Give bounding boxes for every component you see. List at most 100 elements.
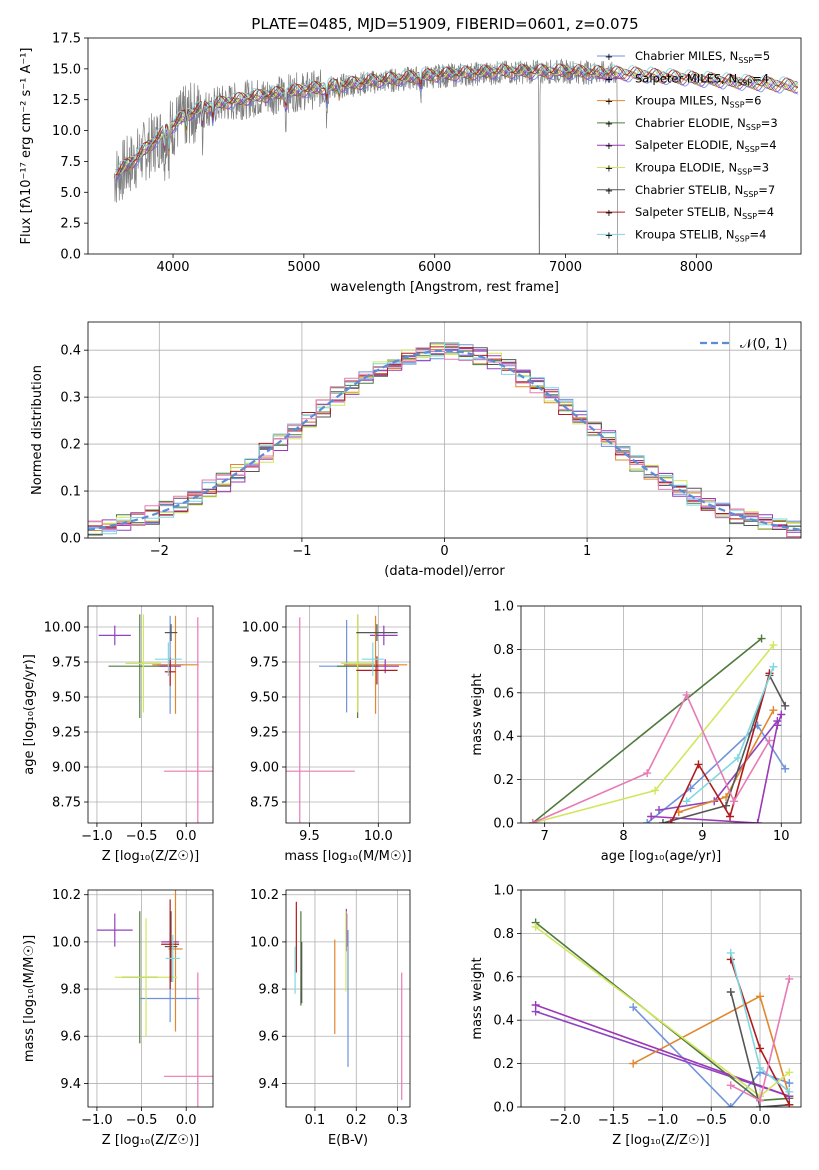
y-tick-label: 1.0 xyxy=(493,600,514,615)
legend-marker: + xyxy=(605,230,613,241)
y-tick-label: 9.75 xyxy=(250,656,279,671)
panel-spectrum: 4000 5000 6000 7000 8000 0.0 2.5 5.0 7.5 10.0 12.5… xyxy=(19,32,802,295)
panel-mass-vs-z: −1.0 −0.5 0.0 9.4 9.6 9.8 10.0 10.2 Z [log₁₀(Z/Z… xyxy=(22,888,214,1148)
errorbar-point xyxy=(370,625,398,646)
y-axis-label: mass weight xyxy=(470,957,485,1039)
errorbar-point xyxy=(98,625,131,646)
y-tick-label: 8.75 xyxy=(250,796,279,811)
x-tick-label: −1 xyxy=(292,544,311,559)
x-tick-label: 10.0 xyxy=(364,829,393,844)
y-tick-label: 8.75 xyxy=(52,796,81,811)
mass-weight-marker xyxy=(769,706,778,715)
mass-weight-marker xyxy=(773,721,782,730)
y-tick-label: 2.5 xyxy=(60,217,81,232)
mass-weight-marker xyxy=(658,819,667,823)
x-tick-label: −0.5 xyxy=(126,1113,158,1128)
mass-weight-marker xyxy=(785,1079,794,1088)
x-tick-label: 2 xyxy=(726,544,734,559)
mass-weight-marker xyxy=(756,1063,765,1072)
mass-weight-marker xyxy=(643,819,652,823)
errorbar-point xyxy=(286,617,355,823)
axes-frame xyxy=(87,321,802,539)
y-tick-label: 0.0 xyxy=(60,532,81,547)
mass-weight-marker xyxy=(531,922,540,931)
legend-marker: + xyxy=(605,186,613,197)
legend-entry: Salpeter STELIB, NSSP=4 xyxy=(635,205,774,221)
mass-weight-marker xyxy=(528,819,537,823)
panel-mass-vs-ebv: 0.1 0.2 0.3 9.4 9.6 9.8 10.0 10.2 E(B-V) xyxy=(250,888,411,1148)
y-tick-label: 10.00 xyxy=(242,621,279,636)
mass-weight-marker xyxy=(629,1003,638,1012)
mass-weight-marker xyxy=(629,1059,638,1068)
y-tick-label: 9.00 xyxy=(250,761,279,776)
y-tick-label: 0.2 xyxy=(60,438,81,453)
mass-weight-marker xyxy=(769,641,778,650)
y-tick-label: 9.50 xyxy=(250,691,279,706)
legend-marker: + xyxy=(605,164,613,175)
mass-weight-marker xyxy=(756,992,765,1001)
mass-weight-marker xyxy=(531,1001,540,1010)
y-tick-label: 0.4 xyxy=(493,1014,514,1029)
legend-entry: Kroupa STELIB, NSSP=4 xyxy=(635,227,766,243)
model-spectrum-line xyxy=(115,69,799,182)
mass-weight-marker xyxy=(777,710,786,719)
panel-age-vs-mass: 9.5 10.0 8.75 9.00 9.25 9.50 9.75 10.00 mass [lo… xyxy=(242,605,412,864)
y-axis-label: Flux [fλ10⁻¹⁷ erg cm⁻² s⁻¹ A⁻¹] xyxy=(19,48,34,245)
y-tick-label: 9.4 xyxy=(258,1077,279,1092)
y-tick-label: 12.5 xyxy=(52,93,81,108)
x-axis-label: Z [log₁₀(Z/Z☉)] xyxy=(102,849,199,864)
y-tick-label: 9.4 xyxy=(60,1077,81,1092)
x-tick-label: 7000 xyxy=(549,260,582,275)
legend-entry: Kroupa ELODIE, NSSP=3 xyxy=(635,161,769,177)
errorbar-point xyxy=(361,642,384,676)
errorbar-point xyxy=(154,642,182,676)
y-tick-label: 9.6 xyxy=(258,1030,279,1045)
mass-weight-marker xyxy=(753,819,762,823)
plot-area xyxy=(528,634,790,823)
x-axis-label: (data-model)/error xyxy=(384,564,505,579)
y-tick-label: 10.0 xyxy=(52,935,81,950)
legend-marker: + xyxy=(605,208,613,219)
y-tick-label: 9.50 xyxy=(52,691,81,706)
x-tick-label: 9.5 xyxy=(299,829,320,844)
model-spectrum-line xyxy=(115,63,799,176)
x-tick-label: 0.1 xyxy=(305,1113,326,1128)
x-tick-label: 6000 xyxy=(418,260,451,275)
legend-entry: Chabrier MILES, NSSP=5 xyxy=(635,49,770,65)
x-axis-label: mass [log₁₀(M/M☉)] xyxy=(284,849,411,864)
x-tick-label: 5000 xyxy=(287,260,320,275)
errorbar-point xyxy=(164,624,178,641)
x-tick-label: 10 xyxy=(773,829,790,844)
axes-frame xyxy=(87,889,214,1108)
errorbar-point xyxy=(163,972,213,1107)
y-tick-label: 0.0 xyxy=(493,1101,514,1116)
mass-weight-marker xyxy=(756,1044,765,1053)
x-tick-label: −2 xyxy=(150,544,169,559)
spectrum-legend: + Chabrier MILES, NSSP=5 + Salpeter MILES, … xyxy=(597,49,778,243)
legend-entry: Kroupa MILES, NSSP=6 xyxy=(635,94,761,110)
mass-weight-marker xyxy=(757,634,766,643)
legend-entry: Salpeter MILES, NSSP=4 xyxy=(635,71,769,87)
mass-weight-marker xyxy=(694,760,703,769)
x-axis-label: Z [log₁₀(Z/Z☉)] xyxy=(102,1133,199,1148)
y-tick-label: 9.8 xyxy=(60,983,81,998)
axes-frame xyxy=(285,889,411,1108)
mass-weight-marker xyxy=(726,948,735,957)
legend-marker: + xyxy=(605,74,613,85)
figure-title: PLATE=0485, MJD=51909, FIBERID=0601, z=0… xyxy=(251,15,638,33)
errorbar-point xyxy=(356,656,398,685)
legend-marker: + xyxy=(605,141,613,152)
errorbar-point xyxy=(164,911,178,982)
legend-marker: + xyxy=(605,119,613,130)
legend-marker: + xyxy=(605,97,613,108)
x-tick-label: −1.5 xyxy=(598,1113,630,1128)
y-tick-label: 7.5 xyxy=(60,155,81,170)
y-tick-label: 10.0 xyxy=(250,935,279,950)
x-tick-label: −1.0 xyxy=(647,1113,679,1128)
x-tick-label: 0.0 xyxy=(176,1113,197,1128)
mass-weight-line xyxy=(532,637,763,823)
y-tick-label: 0.2 xyxy=(493,773,514,788)
x-tick-label: 0.0 xyxy=(750,1113,771,1128)
y-tick-label: 0.8 xyxy=(493,643,514,658)
x-tick-label: 0.3 xyxy=(387,1113,408,1128)
